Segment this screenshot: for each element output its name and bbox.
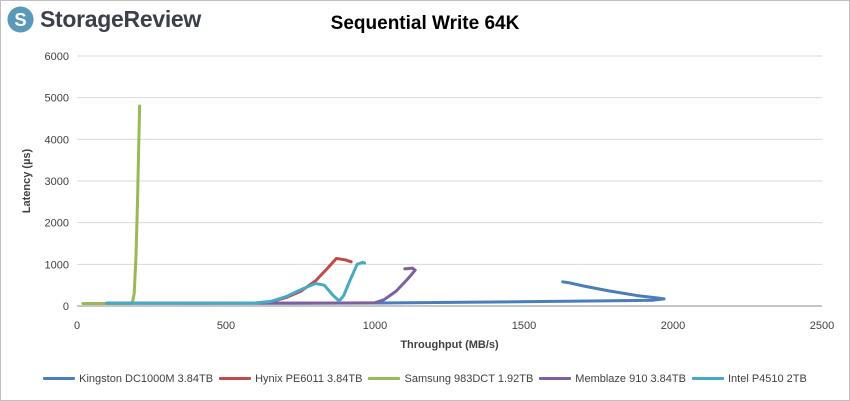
series-line-4 — [105, 266, 417, 305]
legend-swatch — [691, 377, 724, 380]
legend-item: Kingston DC1000M 3.84TB — [43, 373, 213, 385]
x-tick-label: 1000 — [363, 320, 387, 332]
storagereview-logo: S StorageReview — [6, 4, 201, 34]
legend-label: Hynix PE6011 3.84TB — [255, 372, 363, 385]
legend-swatch — [43, 377, 76, 380]
series-line-3 — [81, 104, 142, 305]
y-tick-label: 5000 — [45, 93, 69, 105]
y-tick-label: 0 — [63, 301, 69, 313]
series-line-2 — [105, 257, 353, 305]
svg-text:S: S — [14, 8, 26, 29]
x-tick-label: 2500 — [810, 320, 834, 332]
y-tick-label: 1000 — [45, 259, 69, 271]
legend-label: Samsung 983DCT 1.92TB — [404, 372, 534, 385]
y-axis-label: Latency (µs) — [21, 148, 33, 213]
y-tick-label: 3000 — [45, 176, 69, 188]
legend-swatch — [219, 377, 252, 380]
legend-item: Intel P4510 2TB — [691, 372, 807, 385]
storagereview-logo-icon: S — [7, 5, 34, 33]
x-tick-label: 0 — [74, 320, 80, 332]
legend-label: Intel P4510 2TB — [727, 372, 807, 385]
series-line-5 — [105, 260, 367, 305]
legend-swatch — [539, 377, 572, 380]
x-tick-label: 1500 — [512, 320, 536, 332]
chart-title: Sequential Write 64K — [330, 13, 520, 34]
legend-item: Hynix PE6011 3.84TB — [219, 373, 362, 385]
y-tick-label: 4000 — [45, 134, 69, 146]
y-tick-label: 2000 — [45, 218, 69, 230]
x-tick-label: 500 — [217, 320, 235, 332]
logo-text: StorageReview — [40, 5, 201, 32]
x-axis-label: Throughput (MB/s) — [400, 339, 499, 351]
y-tick-label: 6000 — [45, 51, 69, 63]
legend-label: Kingston DC1000M 3.84TB — [79, 372, 214, 385]
legend-item: Memblaze 910 3.84TB — [539, 373, 686, 385]
x-tick-label: 2000 — [661, 320, 685, 332]
legend-item: Samsung 983DCT 1.92TB — [368, 373, 533, 385]
chart-legend: Kingston DC1000M 3.84TB Hynix PE6011 3.84… — [0, 371, 850, 385]
legend-swatch — [368, 377, 401, 380]
legend-label: Memblaze 910 3.84TB — [575, 372, 686, 385]
